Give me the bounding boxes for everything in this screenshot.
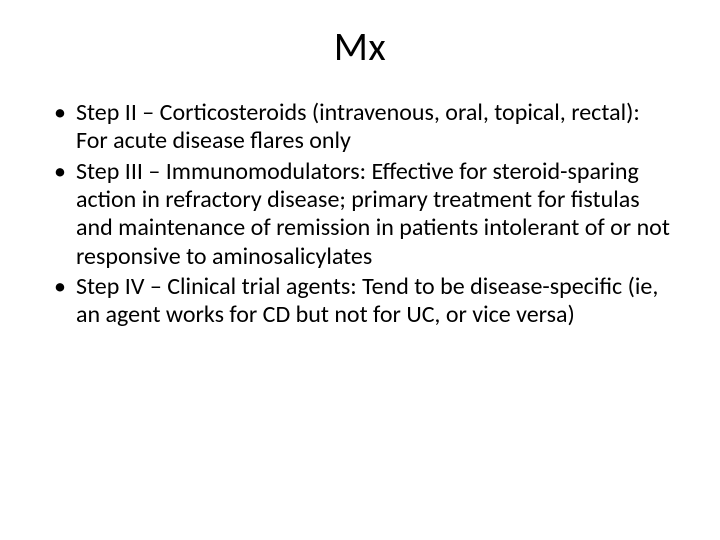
list-item: Step II – Corticosteroids (intravenous, …: [48, 99, 672, 156]
bullet-list: Step II – Corticosteroids (intravenous, …: [48, 99, 672, 330]
list-item: Step III – Immunomodulators: Effective f…: [48, 158, 672, 271]
list-item: Step IV – Clinical trial agents: Tend to…: [48, 273, 672, 330]
slide-title: Mx: [48, 22, 672, 71]
slide: Mx Step II – Corticosteroids (intravenou…: [0, 0, 720, 540]
